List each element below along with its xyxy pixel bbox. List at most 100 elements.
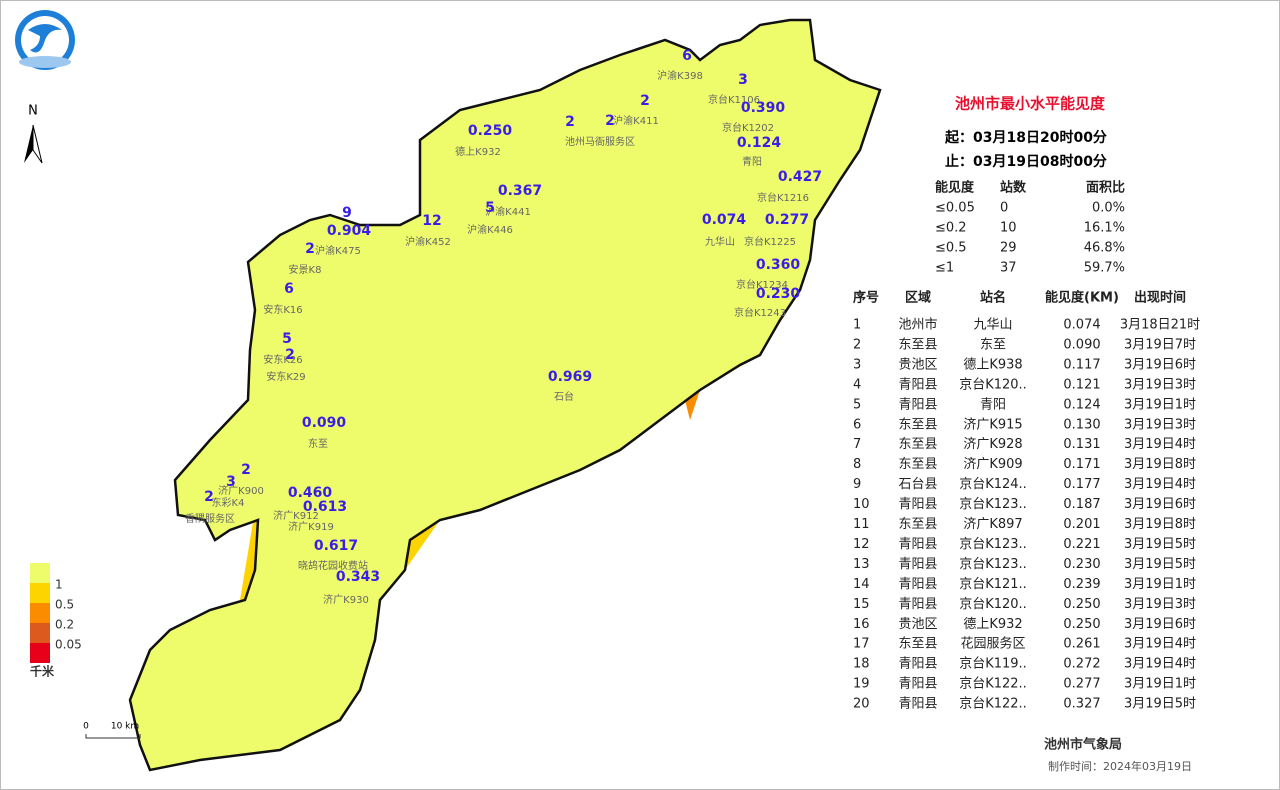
ranking-cell: 7 [853,437,861,452]
station-name: 京台K1243 [734,306,786,319]
station-value: 3 [226,474,236,490]
summary-cell: ≤0.5 [935,241,967,256]
ranking-cell: 9 [853,477,861,492]
ranking-cell: 青阳县 [898,657,937,672]
ranking-cell: 3月19日1时 [1124,677,1196,692]
station-value: 0.250 [468,123,513,139]
ranking-cell: 青阳县 [898,397,937,412]
station-value: 12 [422,213,441,229]
ranking-cell: 3月19日3时 [1124,597,1196,612]
ranking-cell: 3月19日7时 [1124,337,1196,352]
ranking-cell: 3月19日8时 [1124,517,1196,532]
summary-cell: 46.8% [1084,241,1125,256]
summary-cell: ≤0.2 [935,221,967,236]
made-date: 制作时间：2024年03月19日 [1048,759,1192,773]
ranking-cell: 东至县 [898,457,937,472]
ranking-cell: 京台K124.. [959,477,1027,492]
ranking-cell: 0.272 [1063,657,1100,672]
station-name: 京台K1234 [736,278,788,291]
ranking-cell: 17 [853,637,870,652]
summary-cell: 10 [1000,221,1017,236]
ranking-header: 序号 [853,290,879,306]
ranking-cell: 3月19日5时 [1124,557,1196,572]
legend-label: 0.2 [55,618,74,632]
ranking-cell: 京台K123.. [959,537,1027,552]
ranking-cell: 青阳县 [898,497,937,512]
station-value: 0.969 [548,369,592,385]
station-name: 安东K26 [263,353,302,366]
ranking-cell: 3月19日6时 [1124,357,1196,372]
start-time: 起：03月18日20时00分 [944,129,1107,146]
ranking-cell: 0.277 [1063,677,1100,692]
ranking-cell: 19 [853,677,870,692]
ranking-cell: 18 [853,657,870,672]
station-value: 2 [241,462,251,478]
ranking-cell: 京台K120.. [959,377,1027,392]
station-name: 济广K919 [288,520,334,533]
ranking-cell: 0.201 [1063,517,1100,532]
ranking-cell: 0.261 [1063,637,1100,652]
ranking-cell: 济广K915 [963,417,1022,432]
ranking-cell: 0.090 [1063,337,1100,352]
ranking-cell: 济广K909 [963,457,1022,472]
ranking-cell: 2 [853,337,861,352]
station-name: 东彩K4 [212,496,245,509]
legend-label: 0.05 [55,638,82,652]
summary-cell: 59.7% [1084,261,1125,276]
ranking-cell: 0.074 [1063,318,1100,333]
station-name: 沪渝K411 [613,114,659,127]
ranking-cell: 石台县 [898,477,937,492]
ranking-cell: 贵池区 [898,617,937,632]
ranking-cell: 0.131 [1063,437,1100,452]
ranking-cell: 5 [853,397,861,412]
station-value: 2 [605,113,615,129]
station-value: 0.124 [737,135,782,151]
ranking-cell: 3月19日6时 [1124,617,1196,632]
ranking-cell: 3月19日3时 [1124,377,1196,392]
ranking-cell: 德上K938 [963,357,1022,372]
logo [15,10,75,70]
summary-header: 站数 [1000,180,1027,196]
summary-cell: 37 [1000,261,1017,276]
ranking-cell: 0.177 [1063,477,1100,492]
ranking-cell: 青阳 [980,397,1006,412]
station-name: 沪渝K398 [657,69,703,82]
summary-cell: 16.1% [1084,221,1125,236]
summary-cell: 0 [1000,201,1008,216]
station-name: 九华山 [705,235,735,248]
station-name: 京台K1202 [722,121,774,134]
ranking-cell: 东至县 [898,417,937,432]
ranking-cell: 3月19日4时 [1124,657,1196,672]
station-name: 沪渝K475 [315,244,361,257]
legend [30,563,50,663]
station-value: 0.613 [303,499,347,515]
station-name: 济广K900 [218,484,264,497]
ranking-cell: 东至县 [898,637,937,652]
agency: 池州市气象局 [1044,737,1122,753]
summary-cell: 0.0% [1092,201,1125,216]
ranking-cell: 京台K123.. [959,497,1027,512]
legend-label: 0.5 [55,598,74,612]
station-value: 0.074 [702,212,747,228]
ranking-cell: 花园服务区 [960,636,1025,652]
station-value: 2 [565,114,575,130]
ranking-cell: 京台K119.. [959,657,1027,672]
ranking-cell: 0.117 [1063,357,1100,372]
ranking-header: 站名 [980,290,1006,306]
station-value: 5 [282,331,292,347]
station-value: 0.904 [327,223,372,239]
station-value: 0.090 [302,415,347,431]
station-value: 0.360 [756,257,801,273]
scale-bar [85,734,141,739]
ranking-cell: 0.239 [1063,577,1100,592]
ranking-cell: 12 [853,537,870,552]
legend-label: 1 [55,578,63,592]
station-name: 青阳 [742,155,762,168]
ranking-cell: 3月19日4时 [1124,437,1196,452]
ranking-cell: 青阳县 [898,677,937,692]
station-name: 安东K16 [263,303,302,316]
ranking-header: 区域 [905,290,931,306]
station-name: 东至 [308,437,328,450]
ranking-cell: 0.221 [1063,537,1100,552]
